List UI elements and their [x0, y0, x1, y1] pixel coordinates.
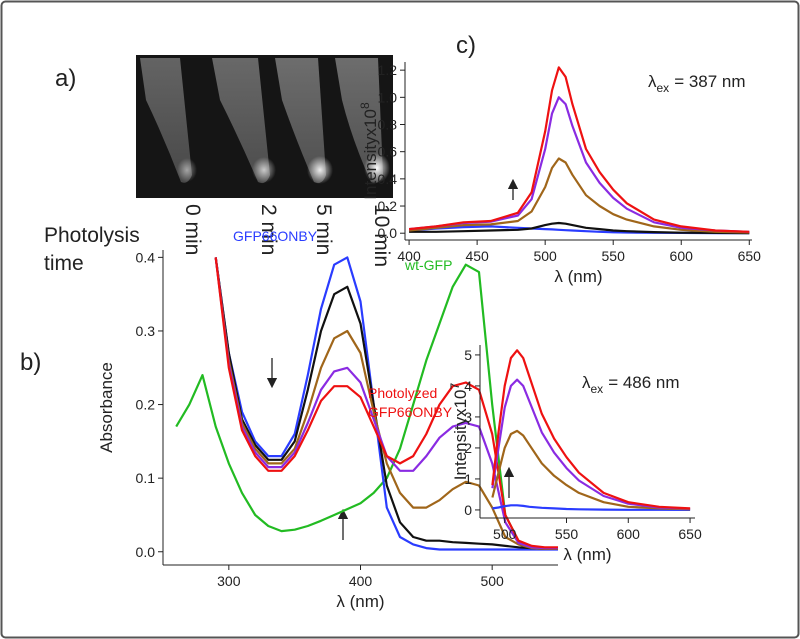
x-axis-label: λ (nm) [563, 545, 611, 564]
photo-caption: time [44, 252, 84, 275]
x-tick-label: 600 [670, 248, 694, 264]
x-tick-label: 450 [465, 248, 489, 264]
y-tick-label: 0.4 [136, 249, 156, 265]
y-axis-label: Intensityx108 [358, 102, 380, 200]
annotation-text: = 486 nm [608, 373, 679, 392]
x-axis-label: λ (nm) [336, 592, 384, 611]
annotation-subscript: ex [657, 81, 670, 95]
x-tick-label: 550 [555, 526, 579, 542]
y-axis-label-exponent: 8 [358, 102, 372, 109]
spectrum-line [175, 263, 558, 550]
annotation-subscript: ex [591, 382, 604, 396]
photo-caption: Photolysis [44, 224, 140, 247]
y-tick-label: 0.2 [136, 397, 156, 413]
y-axis-label: Absorbance [97, 362, 116, 453]
x-tick-label: 500 [480, 573, 504, 589]
annotation-symbol: λ [648, 72, 657, 91]
spectrum-line [491, 429, 691, 511]
x-tick-label: 300 [217, 573, 241, 589]
x-tick-label: 400 [397, 248, 421, 264]
time-label: 0 min [181, 204, 204, 255]
annotation: λex = 486 nm [582, 373, 680, 396]
spectrum-line [491, 378, 691, 510]
y-tick-label: 1.2 [378, 62, 398, 78]
y-tick-label: 0.3 [136, 323, 156, 339]
x-tick-label: 500 [493, 526, 517, 542]
spectrum-line [491, 349, 691, 510]
spectrum-line [214, 257, 558, 549]
y-axis-label-exponent: 7 [448, 382, 462, 389]
y-tick-label: 1.0 [378, 89, 398, 105]
spectrum-line [408, 96, 750, 233]
y-tick-label: 0.1 [136, 470, 156, 486]
panel-label: c) [456, 32, 476, 59]
y-axis-label-text: Intensityx10 [361, 109, 380, 200]
y-tick-label: 2 [464, 440, 472, 456]
y-tick-label: 1 [464, 471, 472, 487]
spectrum-line [214, 256, 558, 551]
x-tick-label: 650 [678, 526, 702, 542]
y-tick-label: 5 [464, 347, 472, 363]
y-tick-label: 3 [464, 409, 472, 425]
x-tick-label: 550 [602, 248, 626, 264]
spectrum-line [409, 221, 750, 235]
y-axis-label-text: Absorbance [97, 362, 116, 453]
y-tick-label: 0.6 [378, 144, 398, 160]
panel-label: a) [55, 65, 76, 92]
series-label: GFP66ONBY [233, 228, 318, 244]
y-tick-label: 0.4 [378, 171, 398, 187]
x-tick-label: 400 [349, 573, 373, 589]
annotation: λex = 387 nm [648, 72, 746, 95]
y-tick-label: 0.2 [378, 198, 398, 214]
y-axis-label-text: Intensityx10 [451, 389, 470, 480]
x-axis-label: λ (nm) [554, 267, 602, 286]
x-tick-label: 600 [617, 526, 641, 542]
spectrum-line [214, 257, 558, 550]
y-tick-label: 0 [464, 502, 472, 518]
series-label: GFP66ONBY [368, 404, 453, 420]
y-tick-label: 0.8 [378, 117, 398, 133]
y-tick-label: 0.0 [378, 225, 398, 241]
spectrum-line [408, 66, 750, 233]
time-label: 5 min [312, 204, 335, 255]
x-tick-label: 500 [533, 248, 557, 264]
x-tick-label: 650 [738, 248, 762, 264]
photo [136, 55, 393, 198]
series-label: wt-GFP [404, 257, 452, 273]
panel-label: b) [20, 349, 41, 376]
spectrum-line [214, 257, 558, 550]
annotation-symbol: λ [582, 373, 591, 392]
y-tick-label: 0.0 [136, 544, 156, 560]
spectrum-line [492, 504, 691, 511]
time-label: 2 min [257, 204, 280, 255]
series-label: Photolyzed [368, 385, 437, 401]
spectrum-line [408, 157, 750, 234]
y-tick-label: 4 [464, 378, 472, 394]
annotation-text: = 387 nm [674, 72, 745, 91]
y-axis-label: Intensityx107 [448, 382, 470, 480]
time-label: 10 min [370, 204, 393, 267]
